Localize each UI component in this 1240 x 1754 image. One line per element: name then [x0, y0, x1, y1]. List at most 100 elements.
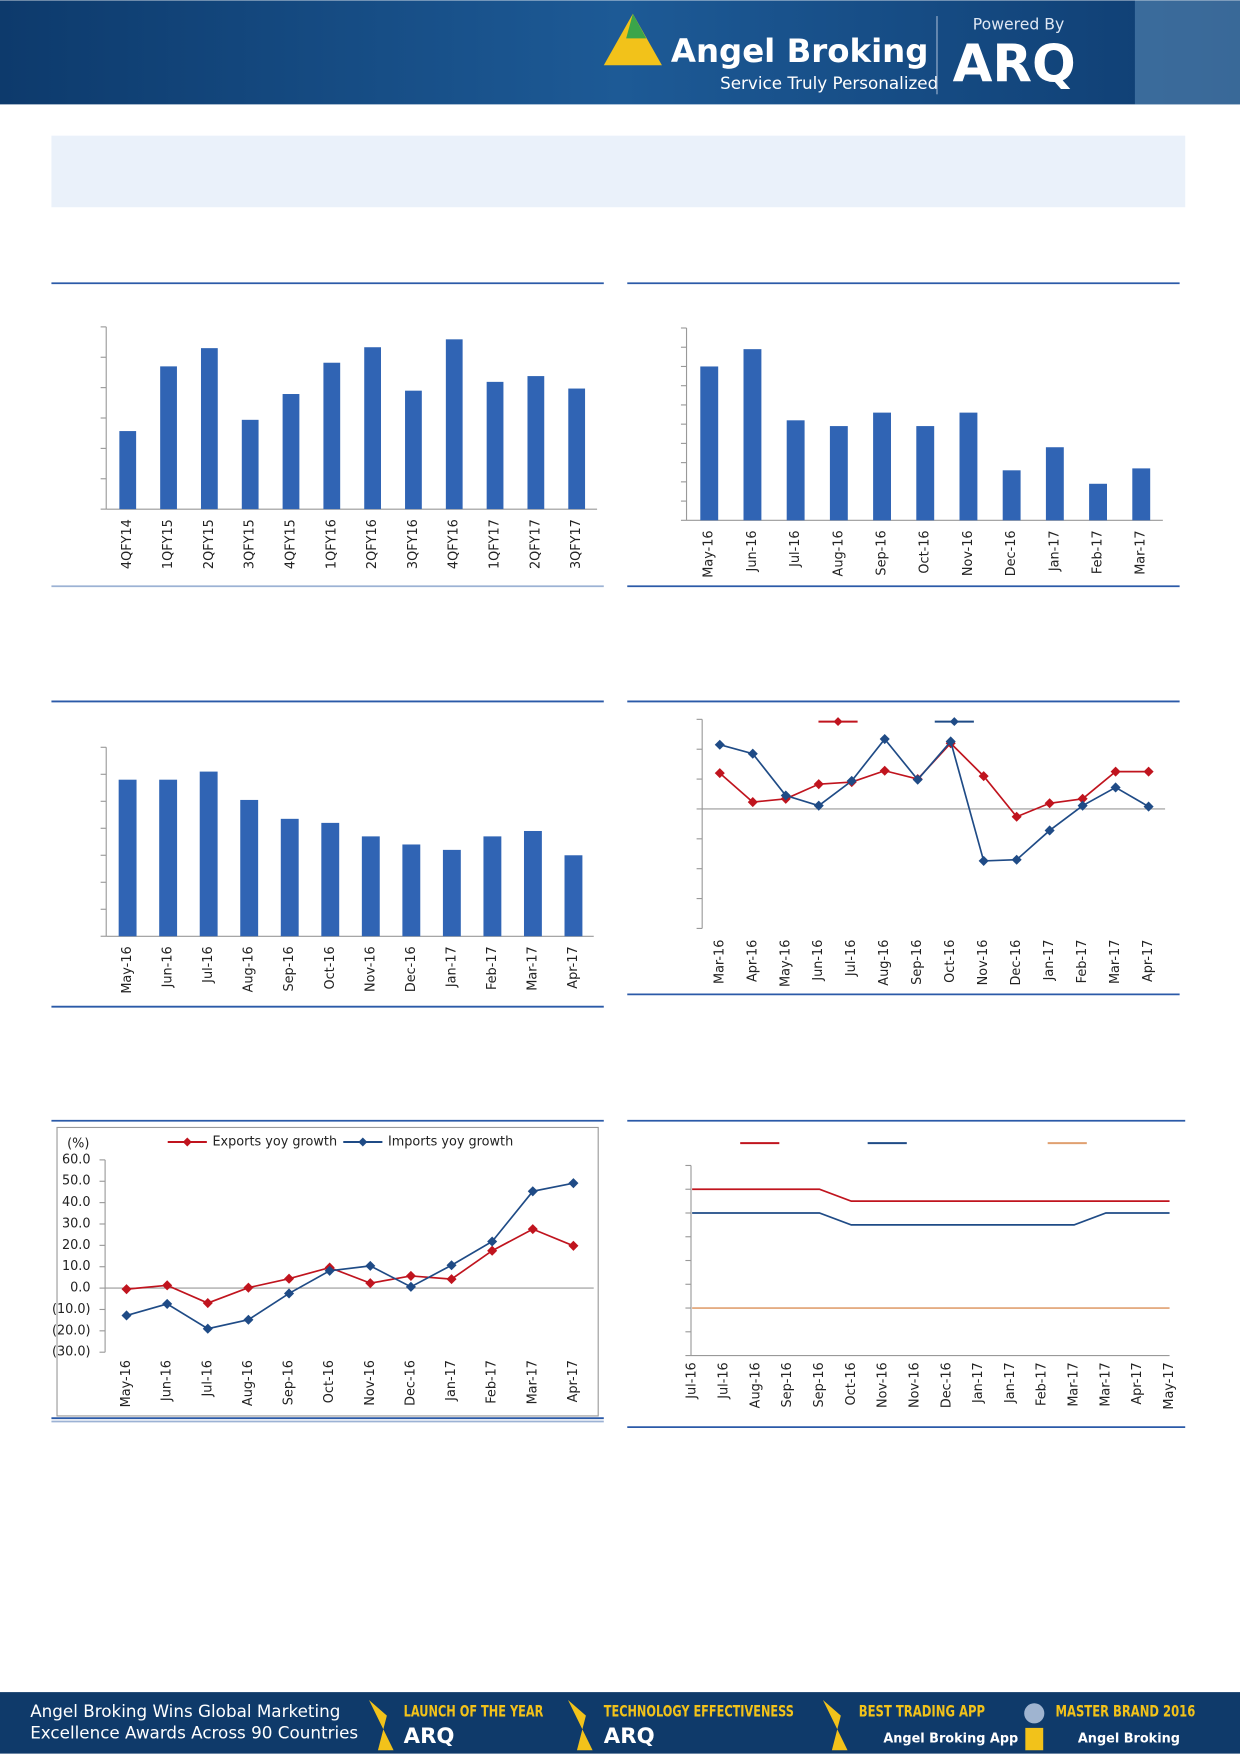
bar [959, 412, 978, 521]
point-marker [162, 1298, 173, 1309]
point-marker [846, 775, 857, 786]
x-tick-label: 3QFY15 [243, 519, 258, 569]
x-tick-label: 3QFY16 [406, 519, 421, 569]
point-marker [714, 768, 725, 779]
legend-marker [949, 717, 959, 727]
chart-frame [56, 1126, 599, 1417]
header-figure [1134, 0, 1240, 105]
x-tick-label: Mar-16 [712, 940, 727, 984]
x-tick-label: Jun-16 [811, 940, 826, 982]
point-marker [747, 797, 758, 808]
y-tick-label: (20.0) [52, 1323, 91, 1338]
award-brand: ARQ [604, 1724, 655, 1749]
x-tick-label: Jan-17 [971, 1362, 986, 1404]
bar [364, 347, 382, 510]
point-marker [243, 1314, 254, 1325]
x-tick-label: 2QFY16 [365, 519, 380, 569]
point-marker [324, 1265, 335, 1276]
point-marker [568, 1178, 579, 1189]
point-marker [121, 1310, 132, 1321]
x-tick-label: Dec-16 [939, 1362, 954, 1408]
bar [1089, 483, 1107, 521]
bar [323, 362, 341, 510]
x-tick-label: Mar-17 [525, 946, 540, 990]
point-marker [365, 1278, 376, 1289]
award-title: LAUNCH OF THE YEAR [404, 1702, 544, 1721]
legend-marker [833, 717, 843, 727]
point-marker [813, 779, 824, 790]
x-tick-label: Apr-17 [566, 946, 581, 988]
x-tick-label: Jun-16 [160, 1360, 175, 1402]
point-marker [284, 1288, 295, 1299]
x-tick-label: Nov-16 [363, 946, 378, 992]
point-marker [446, 1274, 457, 1285]
award-icons [368, 1699, 1045, 1751]
legend-label: Imports yoy growth [388, 1134, 513, 1149]
point-marker [162, 1280, 173, 1291]
series-line [126, 1228, 574, 1304]
bar [483, 836, 502, 937]
point-marker [568, 1240, 579, 1251]
x-tick-label: Mar-17 [1108, 940, 1123, 984]
x-tick-label: Mar-17 [525, 1360, 540, 1404]
tagline: Service Truly Personalized [720, 73, 938, 93]
x-tick-label: Mar-17 [1098, 1362, 1113, 1406]
point-marker [747, 748, 758, 759]
bar [523, 830, 542, 937]
x-tick-label: Apr-17 [566, 1360, 581, 1402]
x-tick-label: Mar-17 [1067, 1362, 1082, 1406]
point-marker [284, 1273, 295, 1284]
x-tick-label: Aug-16 [748, 1362, 763, 1408]
y-tick-label: 50.0 [62, 1174, 91, 1189]
x-tick-label: Jan-17 [444, 1360, 459, 1402]
x-tick-label: Sep-16 [780, 1362, 795, 1407]
point-marker [978, 855, 989, 866]
x-tick-label: Jul-16 [788, 530, 803, 567]
x-tick-label: Sep-16 [812, 1362, 827, 1407]
bar [199, 771, 218, 937]
bar [159, 779, 178, 937]
bar [700, 366, 719, 521]
x-tick-label: 4QFY15 [283, 519, 298, 569]
bar [160, 366, 177, 510]
bar [445, 339, 463, 510]
series-line [692, 1188, 1170, 1202]
point-marker [487, 1236, 498, 1247]
point-marker [487, 1245, 498, 1256]
x-tick-label: Aug-16 [831, 530, 846, 576]
bar [527, 376, 545, 510]
panel-rules [51, 282, 1186, 1429]
x-tick-label: 4QFY16 [447, 519, 462, 569]
x-tick-label: Jun-16 [745, 530, 760, 572]
point-marker [243, 1282, 254, 1293]
bar [486, 381, 504, 510]
point-marker [879, 734, 890, 745]
x-tick-label: Jul-16 [844, 940, 859, 977]
bar [873, 412, 891, 521]
x-tick-label: Oct-16 [323, 946, 338, 989]
point-marker [446, 1260, 457, 1271]
bar [1132, 468, 1151, 521]
logo-mark [603, 13, 662, 66]
point-marker [202, 1298, 213, 1309]
point-marker [1110, 782, 1121, 793]
bar [361, 836, 380, 937]
bar [200, 348, 218, 510]
bar [786, 420, 805, 521]
bar [564, 855, 583, 937]
award-title: TECHNOLOGY EFFECTIVENESS [604, 1702, 794, 1721]
x-tick-label: Dec-16 [1004, 530, 1019, 576]
x-tick-label: Nov-16 [363, 1360, 378, 1406]
bar [119, 431, 137, 510]
point-marker [405, 1270, 416, 1281]
bar [280, 818, 299, 937]
x-tick-label: Feb-17 [1091, 530, 1106, 574]
x-tick-label: Nov-16 [907, 1362, 922, 1408]
x-tick-label: Jul-16 [201, 946, 216, 983]
x-tick-label: Sep-16 [875, 530, 890, 575]
x-tick-label: Oct-16 [918, 530, 933, 573]
x-tick-label: Apr-16 [745, 940, 760, 982]
point-marker [1143, 801, 1154, 812]
x-tick-label: Sep-16 [910, 940, 925, 985]
y-tick-label: 20.0 [62, 1238, 91, 1253]
